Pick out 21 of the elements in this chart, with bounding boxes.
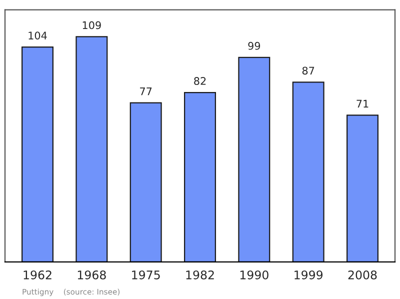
x-tick-label: 1999 [294, 270, 323, 280]
data-label: 71 [356, 100, 368, 108]
bar [130, 102, 162, 262]
bar [76, 36, 108, 262]
data-label: 109 [82, 21, 101, 30]
data-label: 77 [140, 88, 152, 96]
data-label: 82 [194, 77, 206, 85]
bar [184, 92, 216, 262]
x-tick-label: 1962 [24, 270, 52, 280]
data-label: 104 [28, 32, 47, 40]
x-tick-label: 1975 [132, 270, 160, 280]
x-tick-label: 1982 [186, 270, 214, 280]
x-tick-label: 2008 [348, 270, 377, 280]
x-tick-label: 1990 [240, 270, 268, 280]
data-label: 99 [248, 42, 260, 50]
bar [346, 114, 378, 262]
data-label: 87 [302, 66, 314, 75]
bar [292, 82, 324, 262]
x-tick-label: 1968 [78, 270, 106, 280]
bar [22, 46, 54, 262]
bar [238, 56, 270, 262]
